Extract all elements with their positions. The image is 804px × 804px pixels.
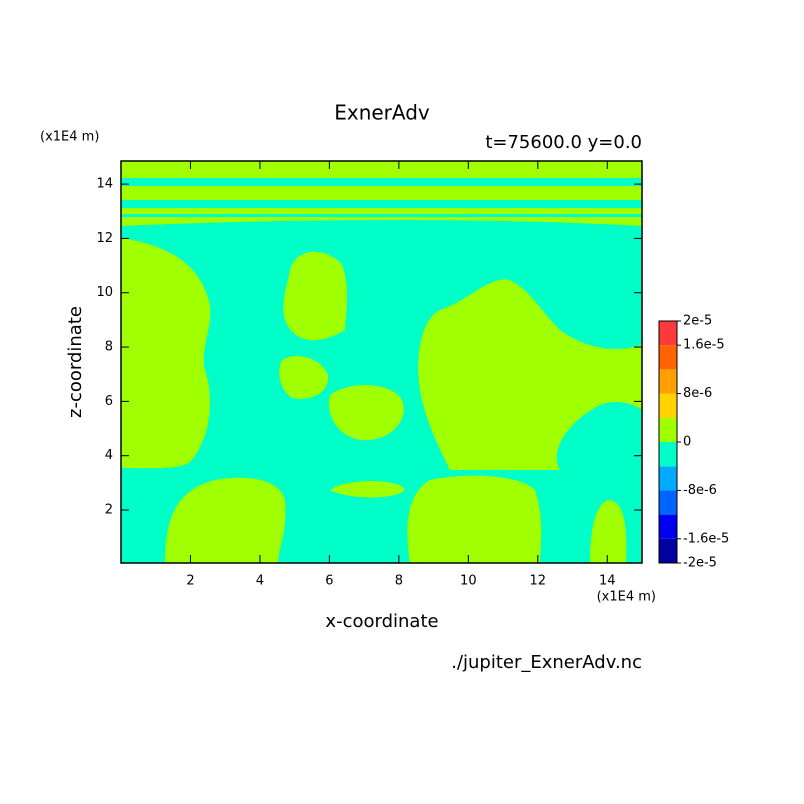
x-tick-label: 6: [325, 574, 333, 589]
colorbar-bin: [659, 514, 677, 539]
contour-fill: [279, 356, 329, 399]
y-tick-label: 14: [96, 177, 113, 192]
colorbar-bin: [659, 538, 677, 563]
colorbar-bin: [659, 442, 677, 467]
colorbar-tick-label: -2e-5: [683, 556, 717, 571]
subtitle: t=75600.0 y=0.0: [485, 132, 642, 153]
colorbar-tick-label: 0: [683, 435, 691, 450]
x-tick-label: 8: [395, 574, 403, 589]
colorbar-tick-label: 2e-5: [683, 314, 712, 329]
x-tick-label: 4: [256, 574, 264, 589]
contour-fill: [328, 384, 404, 441]
y-tick-label: 2: [105, 503, 113, 518]
colorbar-tick-label: 8e-6: [683, 386, 712, 401]
contour-fill: [283, 251, 348, 341]
y-tick-label: 8: [105, 340, 113, 355]
y-unit: (x1E4 m): [40, 130, 99, 145]
contour-fill: [121, 200, 642, 208]
contour-fill: [165, 477, 286, 563]
contour-fill: [121, 214, 642, 217]
x-unit: (x1E4 m): [597, 590, 656, 605]
contour-fill: [121, 220, 642, 475]
colorbar-tick-label: 1.6e-5: [683, 338, 725, 353]
x-tick-label: 2: [186, 574, 194, 589]
y-tick-label: 12: [96, 231, 113, 246]
contour-fill: [330, 481, 405, 498]
colorbar-bin: [659, 393, 677, 418]
y-tick-label: 4: [105, 448, 113, 463]
colorbar-bin: [659, 466, 677, 491]
contour-fill: [590, 500, 627, 563]
x-tick-label: 10: [460, 574, 477, 589]
x-axis-label: x-coordinate: [325, 611, 438, 632]
contour-fill: [121, 178, 642, 186]
colorbar-tick-label: -8e-6: [683, 483, 717, 498]
plot-frame: [120, 160, 643, 564]
colorbar-tick-label: -1.6e-5: [683, 531, 729, 546]
contour-fill: [407, 475, 542, 563]
colorbar-bin: [659, 490, 677, 515]
x-tick-label: 14: [599, 574, 616, 589]
y-axis-label: z-coordinate: [65, 306, 86, 418]
chart-title: ExnerAdv: [334, 101, 430, 125]
source-file: ./jupiter_ExnerAdv.nc: [451, 652, 642, 673]
y-tick-label: 10: [96, 285, 113, 300]
colorbar-bin: [659, 345, 677, 370]
colorbar-bin: [659, 321, 677, 346]
colorbar-bin: [659, 369, 677, 394]
y-tick-label: 6: [105, 394, 113, 409]
colorbar-bin: [659, 417, 677, 442]
x-tick-label: 12: [530, 574, 547, 589]
